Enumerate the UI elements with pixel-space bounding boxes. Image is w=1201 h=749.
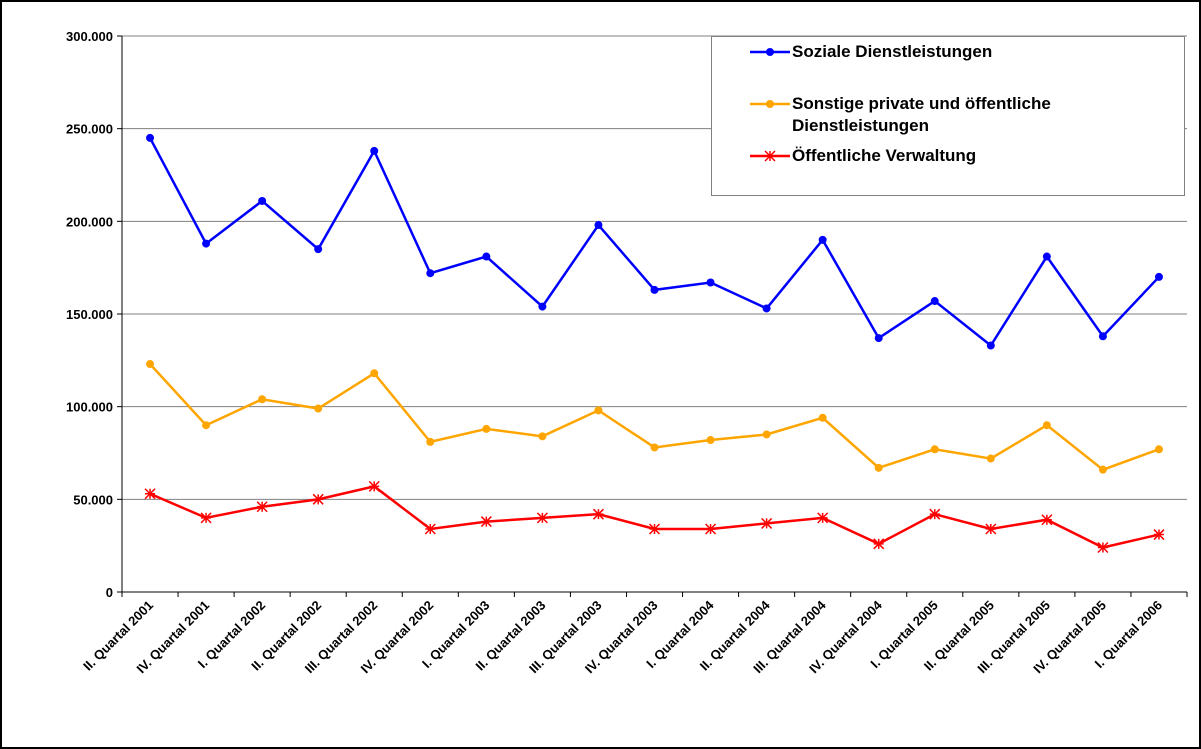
marker	[258, 395, 267, 404]
legend-swatch	[750, 150, 790, 162]
marker	[650, 285, 659, 294]
marker	[538, 302, 547, 311]
marker	[482, 252, 491, 261]
marker	[144, 488, 156, 500]
marker	[1154, 445, 1163, 454]
marker	[929, 508, 941, 520]
marker	[818, 235, 827, 244]
y-tick-label: 250.000	[66, 122, 113, 137]
marker	[705, 523, 717, 535]
marker	[314, 404, 323, 413]
marker	[258, 196, 267, 205]
marker	[146, 360, 155, 369]
marker	[424, 523, 436, 535]
y-tick-label: 50.000	[73, 492, 113, 507]
marker	[1042, 421, 1051, 430]
marker	[314, 245, 323, 254]
series-line	[149, 485, 1160, 549]
marker	[536, 512, 548, 524]
marker	[594, 406, 603, 415]
marker	[1097, 541, 1109, 554]
marker	[986, 454, 995, 463]
marker	[202, 421, 211, 430]
marker	[648, 523, 661, 535]
marker	[370, 146, 379, 155]
marker	[1153, 529, 1165, 541]
marker	[482, 424, 491, 433]
marker	[1041, 514, 1053, 526]
marker	[874, 463, 883, 472]
legend: Soziale Dienstleistungen Sonstige private…	[711, 36, 1185, 196]
y-tick-label: 300.000	[66, 29, 113, 44]
marker	[1098, 332, 1107, 341]
marker	[817, 512, 829, 524]
marker	[480, 516, 492, 528]
marker	[538, 432, 547, 441]
marker	[426, 437, 435, 446]
y-tick-label: 200.000	[66, 214, 113, 229]
legend-marker	[766, 48, 774, 56]
legend-swatch	[750, 100, 790, 108]
y-tick-label: 100.000	[66, 400, 113, 415]
legend-label: Sonstige private und öffentliche Dienstl…	[792, 94, 1051, 135]
marker	[761, 517, 773, 529]
marker	[594, 221, 603, 230]
marker	[1154, 272, 1163, 281]
marker	[762, 430, 771, 439]
legend-label: Soziale Dienstleistungen	[792, 42, 993, 61]
series-line	[149, 363, 1160, 472]
marker	[1098, 465, 1107, 474]
marker	[706, 278, 715, 287]
marker	[706, 436, 715, 445]
marker	[874, 334, 883, 343]
marker	[592, 508, 604, 520]
legend-swatch	[750, 48, 790, 56]
marker	[650, 443, 659, 452]
marker	[370, 369, 379, 378]
marker	[986, 341, 995, 350]
y-tick-label: 0	[106, 585, 113, 600]
legend-marker	[764, 150, 776, 162]
legend-entry: Soziale Dienstleistungen	[712, 41, 1182, 63]
marker	[256, 501, 268, 513]
marker	[426, 269, 435, 278]
marker	[202, 239, 211, 248]
marker	[930, 445, 939, 454]
legend-label: Öffentliche Verwaltung	[792, 146, 977, 165]
marker	[1042, 252, 1051, 261]
marker	[368, 480, 380, 492]
y-tick-label: 150.000	[66, 307, 113, 322]
marker	[200, 512, 212, 524]
marker	[312, 493, 324, 505]
legend-marker	[766, 100, 774, 108]
marker	[762, 304, 771, 313]
legend-entry: Sonstige private und öffentliche Dienstl…	[712, 93, 1182, 137]
marker	[930, 297, 939, 306]
marker	[873, 538, 885, 550]
marker	[818, 413, 827, 422]
legend-entry: Öffentliche Verwaltung	[712, 145, 1182, 167]
marker	[985, 523, 997, 535]
marker	[146, 133, 155, 142]
